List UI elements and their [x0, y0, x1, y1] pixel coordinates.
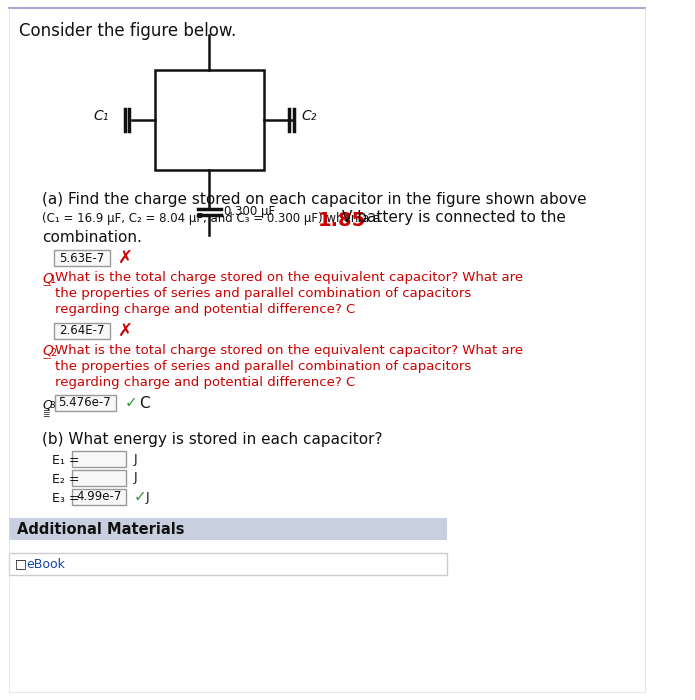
Bar: [155, 70, 263, 170]
Text: eBook: eBook: [26, 557, 65, 570]
FancyBboxPatch shape: [55, 395, 116, 411]
Text: (C₁ = 16.9 μF, C₂ = 8.04 μF, and C₃ = 0.300 μF) when a a: (C₁ = 16.9 μF, C₂ = 8.04 μF, and C₃ = 0.…: [42, 212, 384, 225]
Bar: [10, 518, 447, 540]
Text: ✓: ✓: [124, 395, 137, 410]
Text: What is the total charge stored on the equivalent capacitor? What are: What is the total charge stored on the e…: [55, 344, 523, 357]
Text: =: =: [42, 407, 50, 416]
Text: J: J: [133, 452, 138, 466]
Text: E₃ =: E₃ =: [51, 492, 79, 505]
Bar: [10, 553, 447, 575]
Text: (a) Find the charge stored on each capacitor in the figure shown above: (a) Find the charge stored on each capac…: [42, 192, 587, 207]
Text: C₁: C₁: [94, 109, 109, 123]
Text: 3: 3: [49, 401, 55, 410]
Text: C: C: [139, 395, 150, 410]
Text: ✗: ✗: [117, 322, 133, 340]
Text: Additional Materials: Additional Materials: [17, 522, 184, 536]
Text: 5.476e-7: 5.476e-7: [58, 396, 111, 410]
Text: combination.: combination.: [42, 230, 142, 245]
Text: regarding charge and potential difference? C: regarding charge and potential differenc…: [55, 376, 355, 389]
Text: regarding charge and potential difference? C: regarding charge and potential differenc…: [55, 303, 355, 316]
Text: the properties of series and parallel combination of capacitors: the properties of series and parallel co…: [55, 360, 471, 373]
Text: J: J: [146, 491, 149, 503]
Text: J: J: [133, 472, 138, 484]
Text: V battery is connected to the: V battery is connected to the: [342, 210, 566, 225]
Text: What is the total charge stored on the equivalent capacitor? What are: What is the total charge stored on the e…: [55, 271, 523, 284]
FancyBboxPatch shape: [54, 323, 110, 339]
Text: —: —: [42, 354, 51, 363]
Text: 2.64E-7: 2.64E-7: [59, 325, 105, 337]
FancyBboxPatch shape: [54, 250, 110, 266]
Text: the properties of series and parallel combination of capacitors: the properties of series and parallel co…: [55, 287, 471, 300]
Text: 4.99e-7: 4.99e-7: [76, 491, 122, 503]
Text: Q: Q: [42, 344, 54, 358]
Text: 1.85: 1.85: [318, 211, 366, 230]
Text: Q: Q: [42, 398, 52, 411]
Text: □: □: [15, 557, 27, 570]
FancyBboxPatch shape: [72, 470, 126, 486]
Text: ✓: ✓: [133, 489, 147, 505]
Text: C₂: C₂: [301, 109, 316, 123]
Text: ✗: ✗: [117, 249, 133, 267]
Text: 2: 2: [50, 348, 56, 358]
Text: Q: Q: [42, 271, 54, 285]
FancyBboxPatch shape: [72, 489, 126, 505]
Text: —: —: [42, 281, 51, 290]
Text: (b) What energy is stored in each capacitor?: (b) What energy is stored in each capaci…: [42, 432, 383, 447]
Text: E₁ =: E₁ =: [51, 454, 79, 467]
FancyBboxPatch shape: [72, 451, 126, 467]
Text: =: =: [42, 411, 50, 420]
Text: Consider the figure below.: Consider the figure below.: [19, 22, 236, 40]
Text: 0.300 μF: 0.300 μF: [224, 206, 276, 218]
Text: 5.63E-7: 5.63E-7: [59, 251, 104, 265]
Text: 1: 1: [50, 275, 56, 285]
Text: E₂ =: E₂ =: [51, 473, 79, 486]
